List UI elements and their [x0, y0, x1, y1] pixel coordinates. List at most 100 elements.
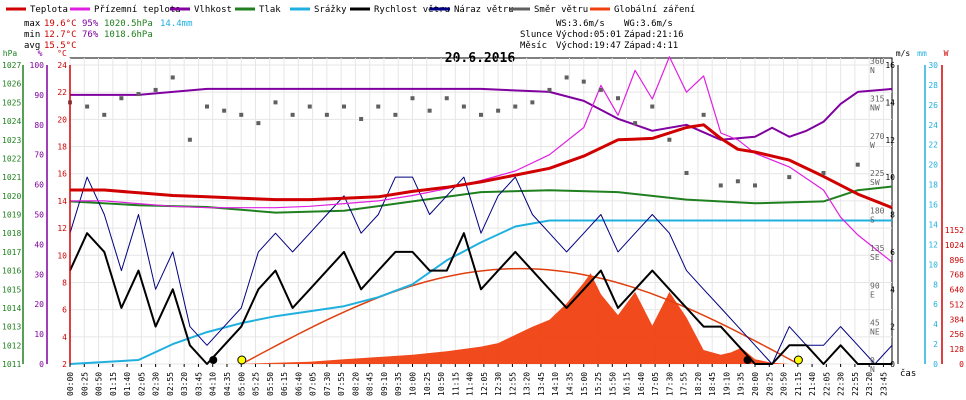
axis-tick-radiation: 896	[950, 256, 965, 265]
axis-tick-rain: 20	[928, 161, 938, 170]
axis-tick-rain: 18	[928, 181, 938, 190]
axis-tick-percent: 60	[34, 181, 44, 190]
axis-tick-hpa: 1022	[2, 154, 21, 163]
axis-tick-temp: 12	[57, 224, 67, 233]
axis-tick-radiation: 256	[950, 330, 965, 339]
axis-tick-direction: 360	[870, 57, 885, 66]
axis-tick-wind: 8	[890, 211, 895, 220]
wind-direction-point	[359, 116, 364, 121]
wind-direction-point	[410, 96, 415, 101]
x-tick-label: 12:05	[480, 372, 489, 396]
x-tick-label: 23:45	[879, 372, 888, 396]
wind-direction-point	[598, 87, 603, 92]
axis-tick-hpa: 1017	[2, 248, 21, 257]
wind-direction-point	[735, 179, 740, 184]
axis-tick-direction-name: W	[870, 141, 875, 150]
x-tick-label: 15:00	[580, 372, 589, 396]
wind-direction-point	[667, 137, 672, 142]
axis-tick-wind: 10	[885, 173, 895, 182]
stats-rain-total: 14.4mm	[160, 19, 193, 29]
sun-arc	[241, 267, 799, 365]
sun-rise: Východ:05:01	[556, 30, 621, 40]
x-tick-label: 22:05	[822, 372, 831, 396]
axis-tick-hpa: 1012	[2, 341, 21, 350]
axis-header: hPa	[3, 49, 18, 58]
x-tick-label: 21:15	[794, 372, 803, 396]
x-tick-label: 09:35	[394, 372, 403, 396]
axis-tick-rain: 12	[928, 240, 938, 249]
x-tick-label: 00:00	[66, 372, 75, 396]
stats-max-press: 1020.5hPa	[104, 19, 153, 29]
axis-tick-radiation: 1024	[945, 241, 964, 250]
wind-direction-point	[821, 170, 826, 175]
axis-tick-rain: 10	[928, 260, 938, 269]
wind-direction-point	[256, 121, 261, 126]
stats-min-press: 1018.6hPa	[104, 30, 153, 40]
axis-tick-rain: 2	[933, 340, 938, 349]
axis-header: °C	[57, 49, 67, 58]
x-tick-label: 17:55	[680, 372, 689, 396]
x-tick-label: 02:55	[166, 372, 175, 396]
series-teplota	[70, 123, 893, 210]
axis-tick-direction-name: S	[870, 216, 875, 225]
axis-tick-direction: 180	[870, 207, 885, 216]
wind-direction-point	[581, 79, 586, 84]
x-tick-label: 08:45	[366, 372, 375, 396]
stats-min-label: min	[24, 30, 40, 40]
axis-tick-hpa: 1020	[2, 192, 21, 201]
wind-direction-point	[444, 96, 449, 101]
axis-tick-wind: 4	[890, 285, 895, 294]
axis-tick-percent: 90	[34, 91, 44, 100]
wind-direction-point	[290, 112, 295, 117]
axis-tick-rain: 4	[933, 320, 938, 329]
wind-direction-point	[393, 112, 398, 117]
axis-tick-radiation: 0	[959, 360, 964, 369]
axis-tick-direction: 135	[870, 244, 885, 253]
wind-direction-point	[701, 112, 706, 117]
x-tick-label: 06:15	[280, 372, 289, 396]
x-tick-label: 07:05	[309, 372, 318, 396]
axis-tick-radiation: 1152	[945, 226, 964, 235]
wind-direction-point	[753, 183, 757, 188]
x-tick-label: 00:50	[95, 372, 104, 396]
wind-direction-point	[119, 96, 124, 101]
x-tick-label: 20:50	[780, 372, 789, 396]
stats-avg-label: avg	[24, 41, 40, 51]
x-tick-label: 00:25	[80, 372, 89, 396]
x-tick-label: 18:45	[708, 372, 717, 396]
axis-tick-radiation: 512	[950, 300, 965, 309]
stats-min-hum: 76%	[82, 30, 99, 40]
legend-label: Teplota	[30, 5, 68, 15]
axis-tick-hpa: 1013	[2, 323, 21, 332]
axis-tick-wind: 14	[885, 98, 895, 107]
x-tick-label: 07:55	[337, 372, 346, 396]
axis-tick-temp: 14	[57, 197, 67, 206]
axis-tick-direction-name: N	[870, 365, 875, 374]
x-axis-label: čas	[900, 368, 916, 379]
x-tick-label: 12:30	[494, 372, 503, 396]
axis-tick-rain: 14	[928, 220, 938, 229]
stats-avg-temp: 15.5°C	[44, 41, 77, 51]
x-tick-label: 12:55	[508, 372, 517, 396]
axis-tick-direction-name: NE	[870, 328, 880, 337]
x-tick-label: 02:05	[137, 372, 146, 396]
axis-tick-percent: 30	[34, 270, 44, 279]
wind-direction-point	[530, 100, 535, 105]
wind-direction-point	[564, 75, 569, 80]
axis-tick-direction: 225	[870, 169, 885, 178]
x-tick-label: 17:05	[651, 372, 660, 396]
x-tick-label: 06:40	[294, 372, 303, 396]
x-tick-label: 14:35	[565, 372, 574, 396]
axis-tick-rain: 8	[933, 280, 938, 289]
legend-label: Náraz větru	[454, 5, 514, 15]
x-tick-label: 23:20	[865, 372, 874, 396]
axis-header: m/s	[896, 49, 911, 58]
axis-tick-temp: 10	[57, 251, 67, 260]
axis-tick-hpa: 1023	[2, 136, 21, 145]
sun-set: Západ:21:16	[624, 30, 684, 40]
axis-tick-temp: 4	[62, 333, 67, 342]
axis-header: mm	[917, 49, 927, 58]
axis-header: W	[944, 49, 949, 58]
moon-rise: Východ:19:47	[556, 41, 621, 51]
